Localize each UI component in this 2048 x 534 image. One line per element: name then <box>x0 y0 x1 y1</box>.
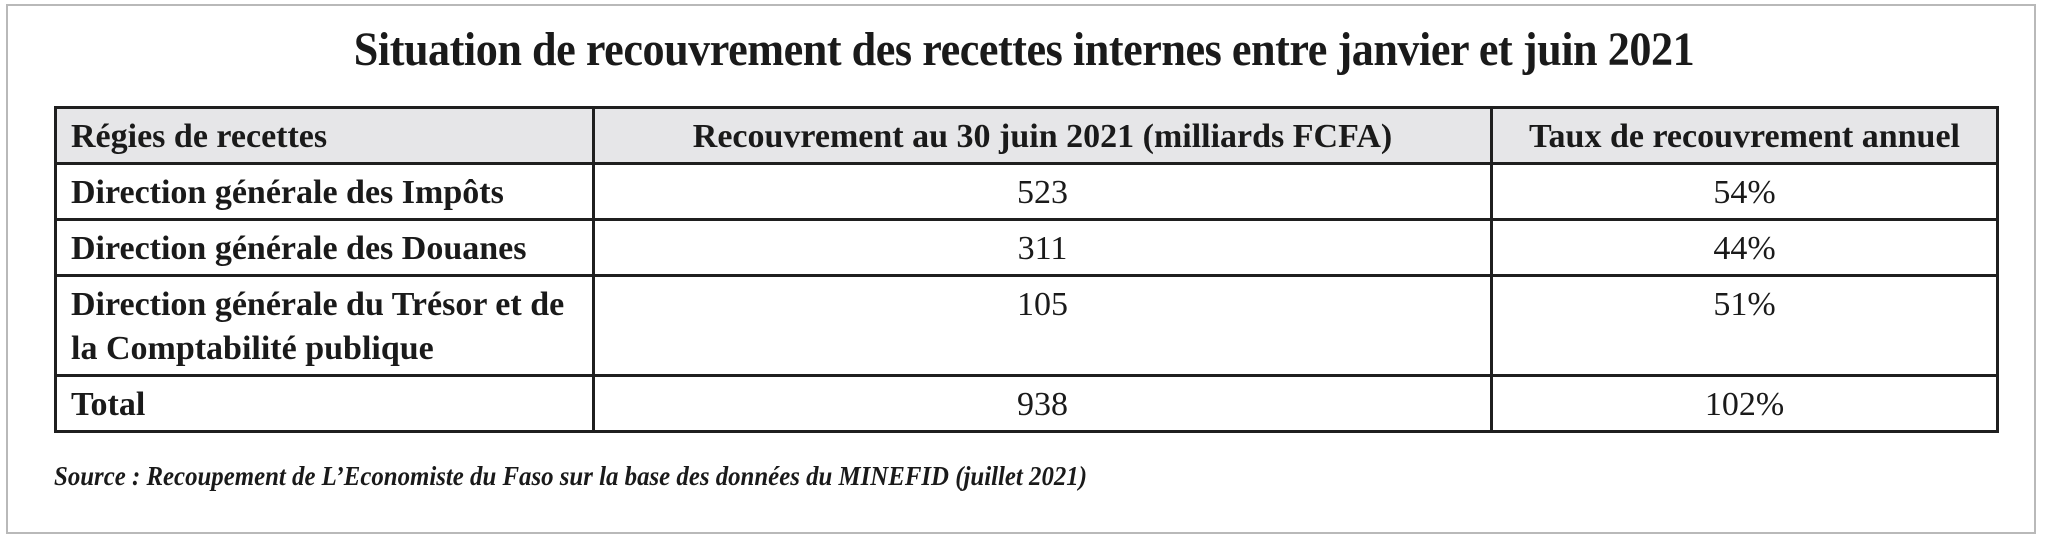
row-rate: 51% <box>1490 274 1999 377</box>
source-note: Source : Recoupement de L’Economiste du … <box>54 461 1087 491</box>
table-title: Situation de recouvrement des recettes i… <box>353 23 1695 76</box>
row-label: Direction générale des Impôts <box>54 162 595 221</box>
recovery-table: Régies de recettes Recouvrement au 30 ju… <box>54 106 1999 433</box>
row-rate: 44% <box>1490 218 1999 277</box>
total-rate: 102% <box>1490 374 1999 433</box>
row-label: Direction générale des Douanes <box>54 218 595 277</box>
table-row: Direction générale des Douanes 311 44% <box>54 218 1999 277</box>
total-label: Total <box>54 374 595 433</box>
header-taux: Taux de recouvrement annuel <box>1490 106 1999 165</box>
row-amount: 105 <box>592 274 1493 377</box>
table-header-row: Régies de recettes Recouvrement au 30 ju… <box>54 106 1999 165</box>
row-label: Direction générale du Trésor et de la Co… <box>54 274 595 377</box>
table-row: Direction générale du Trésor et de la Co… <box>54 274 1999 377</box>
row-amount: 311 <box>592 218 1493 277</box>
header-recouvrement: Recouvrement au 30 juin 2021 (milliards … <box>592 106 1493 165</box>
table-total-row: Total 938 102% <box>54 374 1999 433</box>
total-amount: 938 <box>592 374 1493 433</box>
header-regies: Régies de recettes <box>54 106 595 165</box>
table-row: Direction générale des Impôts 523 54% <box>54 162 1999 221</box>
row-amount: 523 <box>592 162 1493 221</box>
row-rate: 54% <box>1490 162 1999 221</box>
